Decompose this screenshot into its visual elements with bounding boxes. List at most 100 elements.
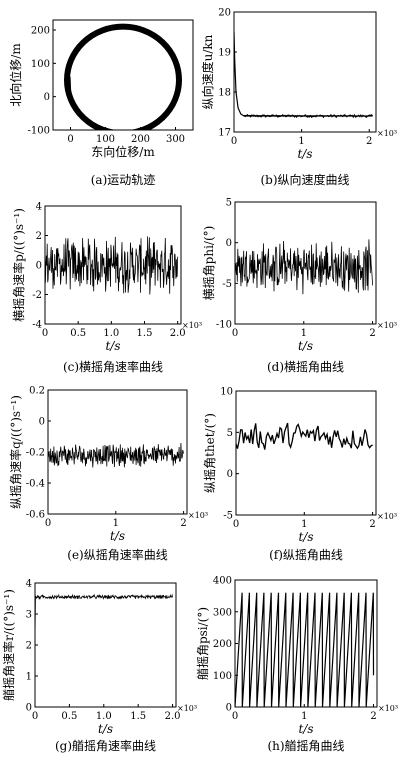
data-line bbox=[45, 236, 179, 295]
y-axis-label: 纵向速度u/kn bbox=[200, 34, 215, 109]
y-tick-label: 0 bbox=[39, 417, 45, 428]
chart-panel-b: 0 1 2 17 18 19 20 ×10³ t/s 纵向速度u/kn (b)纵向速度曲线 bbox=[200, 8, 397, 188]
plot-frame bbox=[234, 201, 377, 325]
x-axis-label: t/s bbox=[98, 722, 113, 736]
data-line bbox=[235, 592, 375, 707]
y-tick-label: -10 bbox=[216, 320, 232, 331]
y-tick-label: 18 bbox=[218, 88, 231, 99]
x-tick-label: 2.0 bbox=[170, 328, 186, 339]
figure-caption: (b)纵向速度曲线 bbox=[260, 172, 349, 187]
x-tick-label: 1 bbox=[301, 519, 307, 530]
x-tick-label: 0.5 bbox=[61, 711, 77, 722]
x-axis-label: 东向位移/m bbox=[91, 144, 155, 159]
y-tick-label: 3 bbox=[26, 610, 32, 621]
data-line bbox=[35, 593, 173, 639]
y-tick-label: 0 bbox=[227, 469, 233, 480]
y-tick-label: 0 bbox=[226, 238, 232, 249]
x-tick-label: 0.5 bbox=[70, 328, 86, 339]
x-axis-label: t/s bbox=[298, 530, 313, 544]
figure-caption: (g)艏摇角速率曲线 bbox=[55, 738, 156, 753]
y-tick-label: 5 bbox=[227, 428, 233, 439]
y-tick-label: 20 bbox=[218, 8, 231, 19]
chart-panel-g: 0 0.5 1.0 1.5 2.0 0 1 2 3 4 ×10³ t/s 艏摇角速率r/((°)s⁻¹)… bbox=[1, 579, 197, 754]
x-tick-label: 0 bbox=[232, 328, 238, 339]
x-tick-label: 1 bbox=[298, 136, 304, 147]
x-tick-label: 0 bbox=[67, 134, 73, 145]
y-tick-label: 100 bbox=[31, 59, 50, 70]
y-tick-label: -5 bbox=[222, 279, 232, 290]
x-tick-label: 0 bbox=[232, 711, 238, 722]
y-tick-label: 2 bbox=[36, 231, 42, 242]
x-exponent-label: ×10³ bbox=[377, 512, 397, 521]
y-tick-label: 5 bbox=[226, 198, 232, 209]
x-tick-label: 2 bbox=[369, 519, 375, 530]
y-tick-label: 400 bbox=[213, 576, 232, 587]
y-axis-label: 纵摇角thet/(°) bbox=[203, 413, 217, 493]
y-tick-label: -5 bbox=[223, 511, 233, 522]
y-tick-label: 4 bbox=[36, 202, 42, 213]
x-tick-label: 100 bbox=[96, 134, 115, 145]
y-tick-label: 4 bbox=[26, 579, 32, 590]
x-exponent-label: ×10³ bbox=[188, 511, 208, 520]
trajectory-start bbox=[69, 76, 72, 94]
y-tick-label: -0.2 bbox=[26, 448, 45, 459]
figure-caption: (h)艏摇角曲线 bbox=[267, 739, 344, 753]
plot-frame bbox=[233, 11, 377, 133]
figure-caption: (f)纵摇角曲线 bbox=[269, 548, 343, 562]
figure-caption: (c)横摇角速率曲线 bbox=[63, 359, 163, 374]
y-axis-label: 艏摇角速率r/((°)s⁻¹) bbox=[1, 589, 16, 701]
trajectory-path bbox=[64, 23, 182, 130]
y-tick-label: 0 bbox=[36, 261, 42, 272]
y-tick-label: -4 bbox=[32, 320, 42, 331]
y-axis-label: 横摇角速率p/((°)s⁻¹) bbox=[11, 208, 26, 322]
x-tick-label: 2 bbox=[180, 518, 186, 529]
y-tick-label: 19 bbox=[218, 48, 231, 59]
x-tick-label: 1.0 bbox=[103, 328, 119, 339]
y-tick-label: 10 bbox=[220, 387, 233, 398]
x-tick-label: 1.5 bbox=[137, 328, 153, 339]
y-tick-label: -100 bbox=[28, 126, 50, 137]
x-tick-label: 1 bbox=[113, 518, 119, 529]
chart-panel-c: 0 0.5 1.0 1.5 2.0 -4 -2 0 2 4 ×10³ t/s 横摇角速率p/((°)s⁻… bbox=[11, 202, 202, 375]
x-tick-label: 200 bbox=[131, 134, 150, 145]
data-line bbox=[235, 239, 373, 295]
figure-caption: (a)运动轨迹 bbox=[91, 173, 156, 187]
y-tick-label: 17 bbox=[218, 128, 231, 139]
x-axis-label: t/s bbox=[110, 529, 125, 543]
figure-caption: (d)横摇角曲线 bbox=[267, 360, 344, 374]
y-tick-label: 300 bbox=[213, 607, 232, 618]
chart-panel-d: 0 1 2 -10 -5 0 5 ×10³ t/s 横摇角phi/(°) (d)横摇角曲线 bbox=[202, 198, 397, 375]
x-tick-label: 0 bbox=[32, 711, 38, 722]
x-tick-label: 2 bbox=[366, 136, 372, 147]
data-line bbox=[236, 422, 373, 450]
y-tick-label: -0.4 bbox=[26, 479, 45, 490]
x-exponent-label: ×10³ bbox=[377, 129, 397, 138]
y-axis-label: 艏摇角psi/(°) bbox=[196, 607, 210, 680]
chart-panel-e: 0 1 2 -0.6 -0.4 -0.2 0 0.2 ×10³ t/s 纵摇角速率q/((°)s⁻¹… bbox=[8, 386, 208, 563]
x-tick-label: 2 bbox=[369, 328, 375, 339]
x-tick-label: 1 bbox=[301, 711, 307, 722]
plot-frame bbox=[52, 19, 194, 131]
x-tick-label: 1.5 bbox=[130, 711, 146, 722]
x-tick-label: 0 bbox=[45, 518, 51, 529]
y-axis-label: 纵摇角速率q/((°)s⁻¹) bbox=[8, 395, 23, 509]
x-exponent-label: ×10³ bbox=[377, 321, 397, 330]
y-axis-label: 横摇角phi/(°) bbox=[202, 226, 216, 301]
y-tick-label: 0 bbox=[226, 703, 232, 714]
x-tick-label: 300 bbox=[166, 134, 185, 145]
x-exponent-label: ×10³ bbox=[378, 704, 398, 713]
x-tick-label: 0 bbox=[231, 136, 237, 147]
x-tick-label: 0 bbox=[233, 519, 239, 530]
y-tick-label: 1 bbox=[26, 672, 32, 683]
plot-frame bbox=[235, 390, 377, 516]
y-tick-label: -0.6 bbox=[26, 510, 45, 521]
figure-caption: (e)纵摇角速率曲线 bbox=[67, 547, 167, 562]
y-axis-label: 北向位移/m bbox=[8, 43, 23, 107]
y-tick-label: 200 bbox=[31, 26, 50, 37]
x-tick-label: 2.0 bbox=[165, 711, 181, 722]
y-tick-label: 0 bbox=[26, 703, 32, 714]
x-axis-label: t/s bbox=[105, 339, 120, 353]
